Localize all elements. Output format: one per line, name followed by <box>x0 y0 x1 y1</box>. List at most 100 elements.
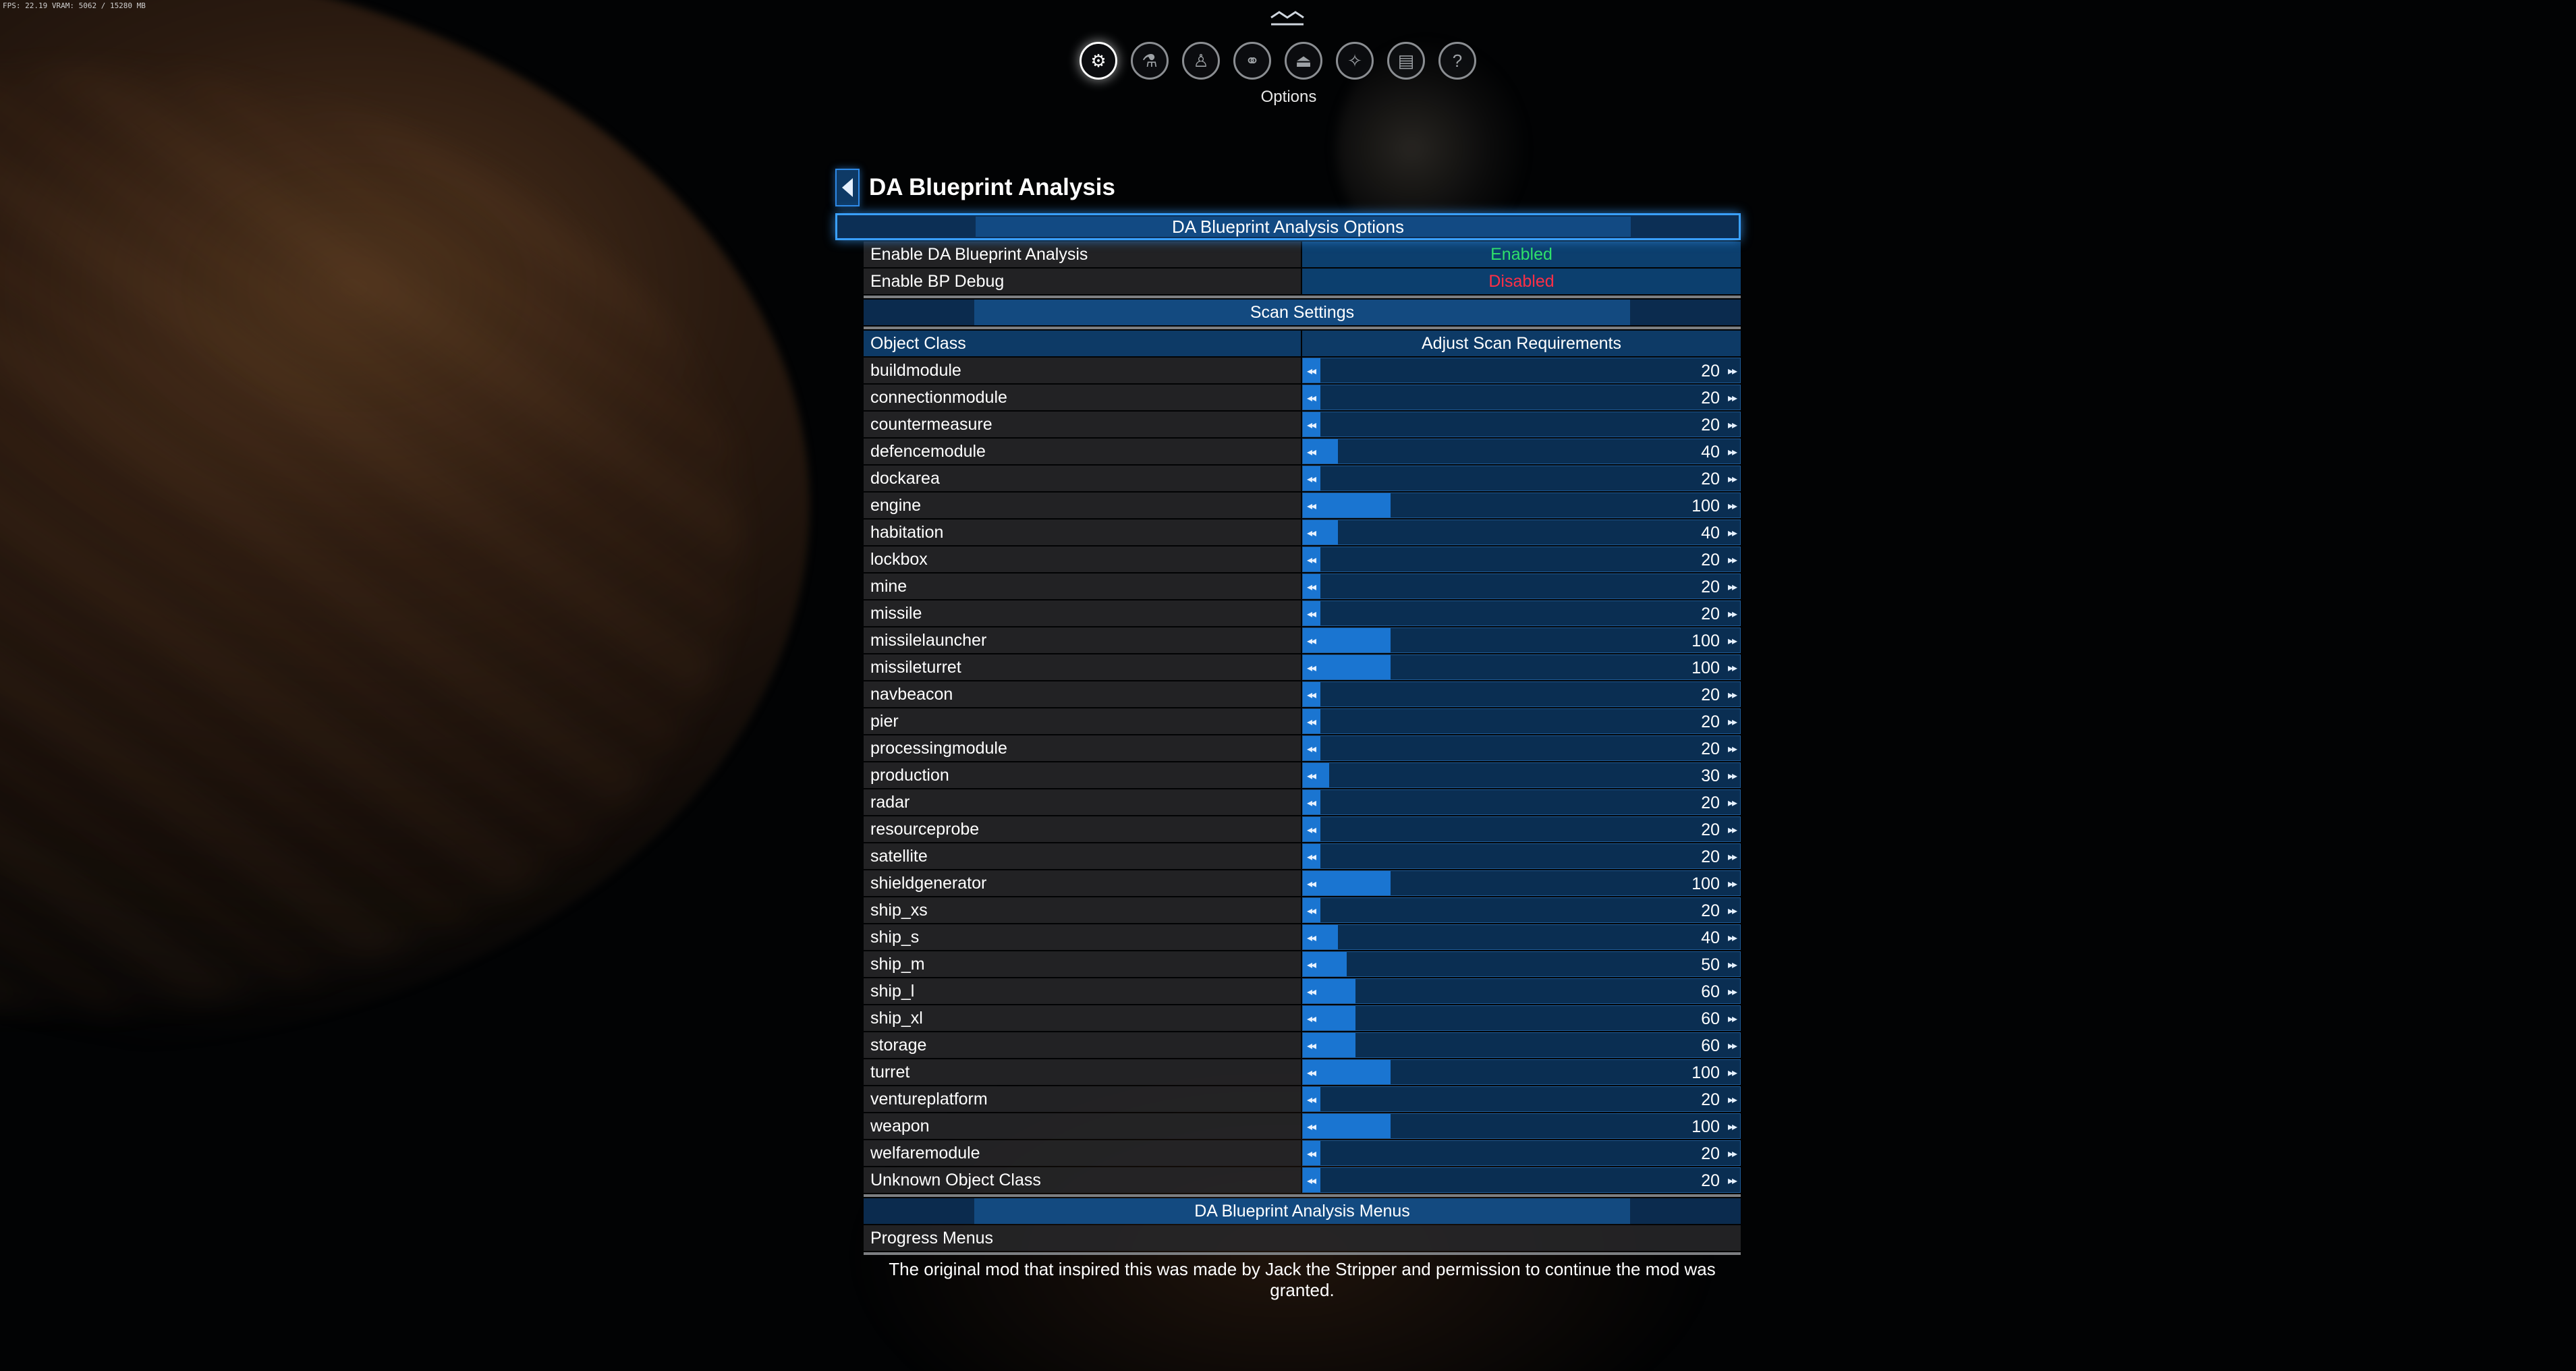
options-section-header[interactable]: DA Blueprint Analysis Options <box>835 213 1741 240</box>
decrease-arrow-icon[interactable]: ◂◂ <box>1307 959 1316 971</box>
decrease-arrow-icon[interactable]: ◂◂ <box>1307 1094 1316 1106</box>
decrease-arrow-icon[interactable]: ◂◂ <box>1307 824 1316 836</box>
increase-arrow-icon[interactable]: ▸▸ <box>1727 905 1737 917</box>
handshake-icon[interactable]: ⚭ <box>1233 42 1271 80</box>
decrease-arrow-icon[interactable]: ◂◂ <box>1307 717 1316 728</box>
increase-arrow-icon[interactable]: ▸▸ <box>1727 1148 1737 1160</box>
scan-requirement-slider[interactable]: ◂◂ 50 ▸▸ <box>1302 951 1741 977</box>
decrease-arrow-icon[interactable]: ◂◂ <box>1307 1067 1316 1079</box>
increase-arrow-icon[interactable]: ▸▸ <box>1727 636 1737 647</box>
scan-requirement-slider[interactable]: ◂◂ 20 ▸▸ <box>1302 708 1741 734</box>
increase-arrow-icon[interactable]: ▸▸ <box>1727 959 1737 971</box>
increase-arrow-icon[interactable]: ▸▸ <box>1727 501 1737 512</box>
scan-requirement-slider[interactable]: ◂◂ 20 ▸▸ <box>1302 385 1741 410</box>
increase-arrow-icon[interactable]: ▸▸ <box>1727 744 1737 755</box>
scan-requirement-slider[interactable]: ◂◂ 20 ▸▸ <box>1302 1086 1741 1112</box>
increase-arrow-icon[interactable]: ▸▸ <box>1727 1121 1737 1133</box>
decrease-arrow-icon[interactable]: ◂◂ <box>1307 366 1316 377</box>
increase-arrow-icon[interactable]: ▸▸ <box>1727 771 1737 782</box>
scan-requirement-slider[interactable]: ◂◂ 20 ▸▸ <box>1302 600 1741 626</box>
ship-icon[interactable]: ⏏ <box>1285 42 1322 80</box>
increase-arrow-icon[interactable]: ▸▸ <box>1727 1175 1737 1187</box>
scan-requirement-slider[interactable]: ◂◂ 20 ▸▸ <box>1302 681 1741 707</box>
scan-requirement-slider[interactable]: ◂◂ 60 ▸▸ <box>1302 1005 1741 1031</box>
increase-arrow-icon[interactable]: ▸▸ <box>1727 851 1737 863</box>
enable-analysis-toggle[interactable]: Enabled <box>1302 242 1741 267</box>
scan-requirement-slider[interactable]: ◂◂ 100 ▸▸ <box>1302 1113 1741 1139</box>
decrease-arrow-icon[interactable]: ◂◂ <box>1307 771 1316 782</box>
scan-requirement-slider[interactable]: ◂◂ 100 ▸▸ <box>1302 493 1741 518</box>
scan-requirement-slider[interactable]: ◂◂ 40 ▸▸ <box>1302 439 1741 464</box>
bp-debug-toggle[interactable]: Disabled <box>1302 269 1741 294</box>
map-icon[interactable]: ✧ <box>1336 42 1374 80</box>
increase-arrow-icon[interactable]: ▸▸ <box>1727 528 1737 539</box>
scan-requirement-slider[interactable]: ◂◂ 60 ▸▸ <box>1302 978 1741 1004</box>
scan-requirement-slider[interactable]: ◂◂ 20 ▸▸ <box>1302 897 1741 923</box>
increase-arrow-icon[interactable]: ▸▸ <box>1727 393 1737 404</box>
increase-arrow-icon[interactable]: ▸▸ <box>1727 1094 1737 1106</box>
decrease-arrow-icon[interactable]: ◂◂ <box>1307 1013 1316 1025</box>
scan-requirement-slider[interactable]: ◂◂ 20 ▸▸ <box>1302 547 1741 572</box>
decrease-arrow-icon[interactable]: ◂◂ <box>1307 474 1316 485</box>
increase-arrow-icon[interactable]: ▸▸ <box>1727 824 1737 836</box>
scan-requirement-slider[interactable]: ◂◂ 20 ▸▸ <box>1302 735 1741 761</box>
increase-arrow-icon[interactable]: ▸▸ <box>1727 690 1737 701</box>
flask-icon[interactable]: ⚗ <box>1131 42 1169 80</box>
increase-arrow-icon[interactable]: ▸▸ <box>1727 420 1737 431</box>
decrease-arrow-icon[interactable]: ◂◂ <box>1307 798 1316 809</box>
scan-requirement-slider[interactable]: ◂◂ 100 ▸▸ <box>1302 870 1741 896</box>
scan-requirement-slider[interactable]: ◂◂ 20 ▸▸ <box>1302 789 1741 815</box>
increase-arrow-icon[interactable]: ▸▸ <box>1727 878 1737 890</box>
decrease-arrow-icon[interactable]: ◂◂ <box>1307 555 1316 566</box>
decrease-arrow-icon[interactable]: ◂◂ <box>1307 1175 1316 1187</box>
scan-requirement-slider[interactable]: ◂◂ 20 ▸▸ <box>1302 358 1741 383</box>
scan-requirement-slider[interactable]: ◂◂ 100 ▸▸ <box>1302 1059 1741 1085</box>
decrease-arrow-icon[interactable]: ◂◂ <box>1307 986 1316 998</box>
increase-arrow-icon[interactable]: ▸▸ <box>1727 474 1737 485</box>
increase-arrow-icon[interactable]: ▸▸ <box>1727 932 1737 944</box>
scan-requirement-slider[interactable]: ◂◂ 100 ▸▸ <box>1302 627 1741 653</box>
increase-arrow-icon[interactable]: ▸▸ <box>1727 663 1737 674</box>
decrease-arrow-icon[interactable]: ◂◂ <box>1307 420 1316 431</box>
increase-arrow-icon[interactable]: ▸▸ <box>1727 609 1737 620</box>
scan-requirement-slider[interactable]: ◂◂ 30 ▸▸ <box>1302 762 1741 788</box>
increase-arrow-icon[interactable]: ▸▸ <box>1727 555 1737 566</box>
scan-requirement-slider[interactable]: ◂◂ 20 ▸▸ <box>1302 412 1741 437</box>
increase-arrow-icon[interactable]: ▸▸ <box>1727 582 1737 593</box>
menus-header[interactable]: DA Blueprint Analysis Menus <box>864 1198 1741 1224</box>
scan-requirement-slider[interactable]: ◂◂ 20 ▸▸ <box>1302 573 1741 599</box>
decrease-arrow-icon[interactable]: ◂◂ <box>1307 878 1316 890</box>
decrease-arrow-icon[interactable]: ◂◂ <box>1307 528 1316 539</box>
decrease-arrow-icon[interactable]: ◂◂ <box>1307 447 1316 458</box>
decrease-arrow-icon[interactable]: ◂◂ <box>1307 744 1316 755</box>
increase-arrow-icon[interactable]: ▸▸ <box>1727 717 1737 728</box>
decrease-arrow-icon[interactable]: ◂◂ <box>1307 905 1316 917</box>
encyclopedia-icon[interactable]: ▤ <box>1387 42 1425 80</box>
increase-arrow-icon[interactable]: ▸▸ <box>1727 366 1737 377</box>
increase-arrow-icon[interactable]: ▸▸ <box>1727 1013 1737 1025</box>
person-icon[interactable]: ♙ <box>1182 42 1220 80</box>
scan-requirement-slider[interactable]: ◂◂ 20 ▸▸ <box>1302 843 1741 869</box>
scan-requirement-slider[interactable]: ◂◂ 40 ▸▸ <box>1302 924 1741 950</box>
decrease-arrow-icon[interactable]: ◂◂ <box>1307 932 1316 944</box>
increase-arrow-icon[interactable]: ▸▸ <box>1727 447 1737 458</box>
increase-arrow-icon[interactable]: ▸▸ <box>1727 1040 1737 1052</box>
decrease-arrow-icon[interactable]: ◂◂ <box>1307 582 1316 593</box>
back-button[interactable] <box>835 169 860 206</box>
help-icon[interactable]: ? <box>1438 42 1476 80</box>
decrease-arrow-icon[interactable]: ◂◂ <box>1307 636 1316 647</box>
menu-item-progress[interactable]: Progress Menus <box>864 1225 1741 1251</box>
scan-requirement-slider[interactable]: ◂◂ 20 ▸▸ <box>1302 466 1741 491</box>
increase-arrow-icon[interactable]: ▸▸ <box>1727 1067 1737 1079</box>
scan-requirement-slider[interactable]: ◂◂ 20 ▸▸ <box>1302 816 1741 842</box>
decrease-arrow-icon[interactable]: ◂◂ <box>1307 501 1316 512</box>
gear-icon[interactable]: ⚙ <box>1080 42 1117 80</box>
decrease-arrow-icon[interactable]: ◂◂ <box>1307 393 1316 404</box>
decrease-arrow-icon[interactable]: ◂◂ <box>1307 690 1316 701</box>
decrease-arrow-icon[interactable]: ◂◂ <box>1307 663 1316 674</box>
scan-requirement-slider[interactable]: ◂◂ 100 ▸▸ <box>1302 654 1741 680</box>
scan-settings-header[interactable]: Scan Settings <box>864 300 1741 325</box>
scan-requirement-slider[interactable]: ◂◂ 40 ▸▸ <box>1302 520 1741 545</box>
decrease-arrow-icon[interactable]: ◂◂ <box>1307 851 1316 863</box>
decrease-arrow-icon[interactable]: ◂◂ <box>1307 1121 1316 1133</box>
